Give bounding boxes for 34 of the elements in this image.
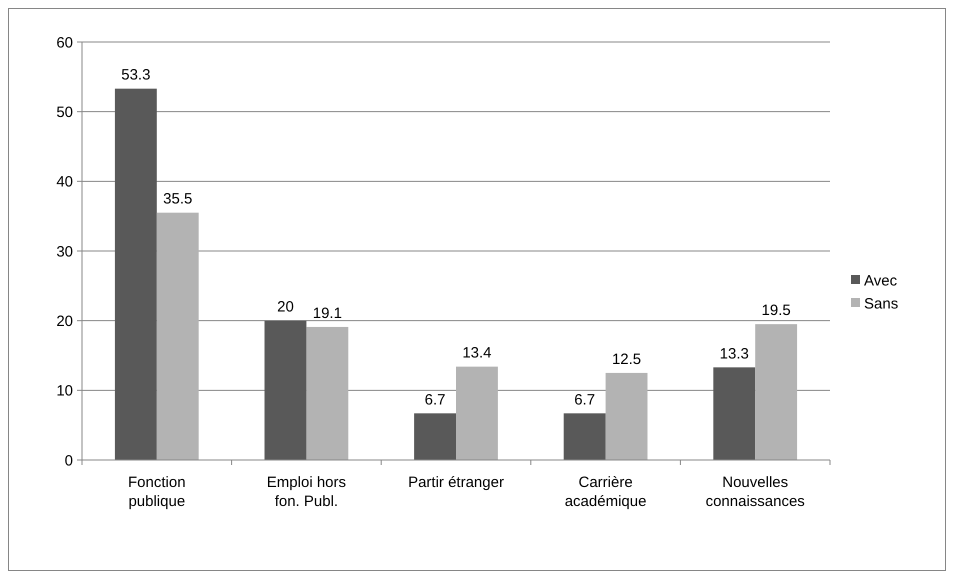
x-tick-label: Fonction publique: [128, 474, 186, 510]
x-tick-label: Carrière académique: [564, 474, 646, 510]
legend-label: Sans: [864, 295, 898, 312]
data-label: 19.5: [762, 302, 791, 320]
bar: [606, 372, 648, 460]
bar: [564, 413, 606, 460]
data-label: 19.1: [312, 304, 342, 322]
legend-label: Avec: [864, 272, 898, 290]
bar: [156, 212, 199, 460]
y-tick-label: 10: [56, 382, 73, 400]
data-label: 13.3: [720, 345, 749, 362]
y-tick-label: 30: [56, 243, 73, 260]
y-tick-label: 20: [56, 312, 73, 330]
x-tick-label: Partir étranger: [408, 474, 504, 491]
data-label: 13.4: [462, 344, 492, 362]
data-label: 20: [277, 298, 294, 316]
data-label: 35.5: [163, 190, 192, 208]
y-tick-label: 0: [64, 452, 73, 470]
bar: [713, 367, 756, 460]
y-tick-label: 40: [56, 174, 73, 191]
x-tick-label: Nouvelles connaissances: [706, 474, 805, 510]
data-label: 53.3: [121, 66, 150, 84]
bar: [264, 320, 306, 460]
y-tick-label: 50: [56, 104, 73, 121]
y-tick-label: 60: [56, 34, 73, 52]
bar: [114, 88, 157, 460]
bar: [456, 366, 498, 460]
data-label: 6.7: [574, 391, 596, 408]
data-label: 12.5: [612, 350, 642, 368]
x-tick-label: Emploi hors fon. Publ.: [266, 474, 346, 510]
bar: [306, 326, 348, 460]
bar: [414, 413, 456, 460]
data-label: 6.7: [424, 391, 446, 408]
bar: [755, 324, 798, 460]
